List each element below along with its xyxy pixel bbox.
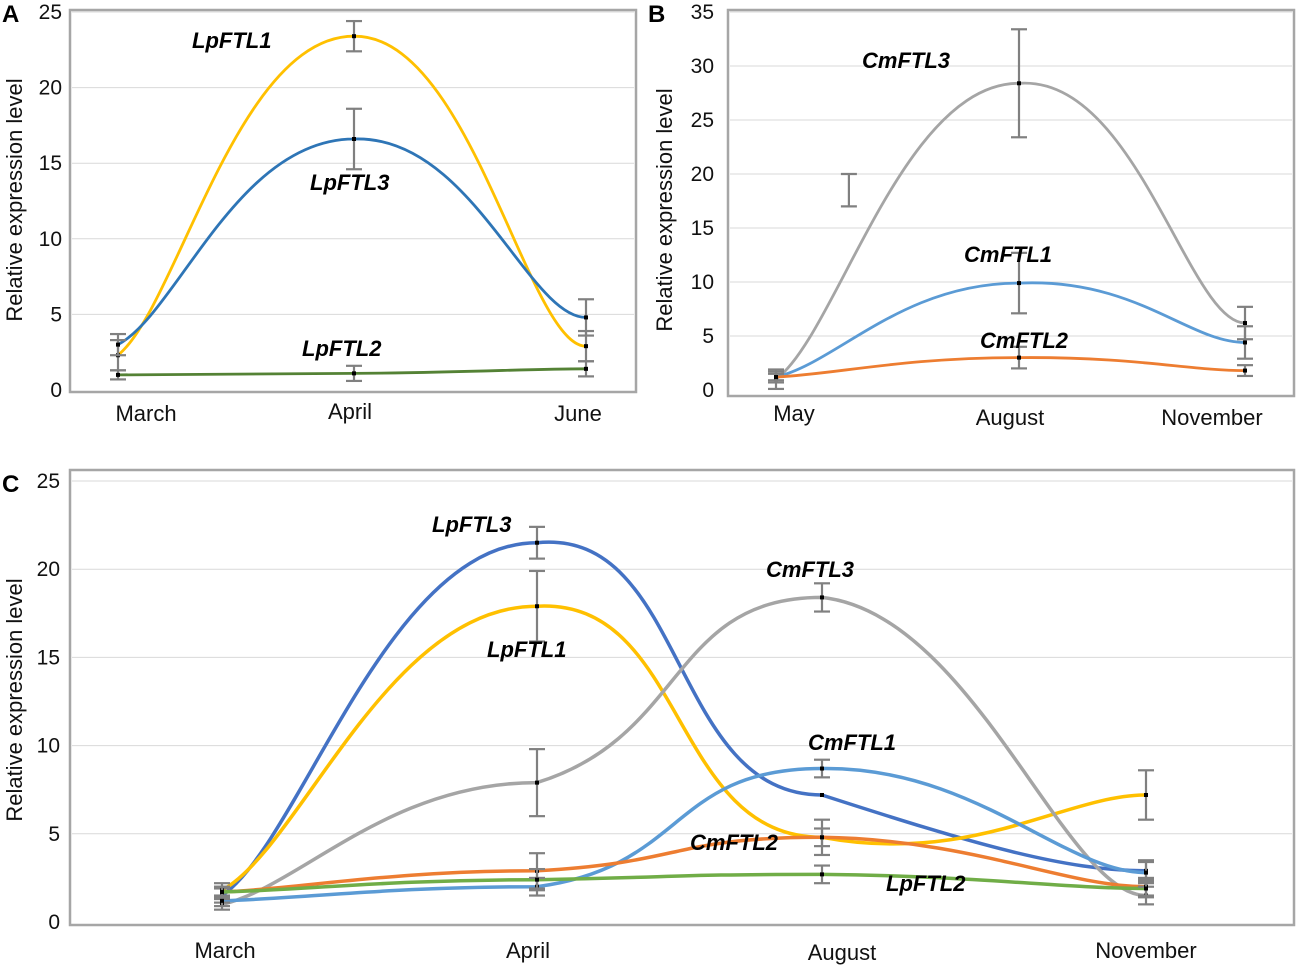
series-label-lpftl3: LpFTL3 [310, 170, 389, 195]
y-tick-label: 25 [37, 470, 60, 493]
series-label-lpftl2: LpFTL2 [302, 336, 382, 361]
y-tick-label: 25 [39, 1, 62, 24]
data-point-lpftl1 [584, 344, 588, 349]
y-tick-label: 15 [37, 646, 60, 669]
data-point-cmftl2 [820, 835, 824, 840]
category-label: May [773, 401, 815, 426]
y-tick-label: 20 [37, 558, 60, 581]
series-line-lpftl2 [220, 872, 1148, 894]
data-point-cmftl2 [774, 375, 778, 380]
y-tick-label: 25 [691, 109, 714, 132]
data-point-cmftl3 [820, 595, 824, 600]
data-point-lpftl1 [352, 34, 356, 39]
series-label-cmftl1: CmFTL1 [964, 242, 1052, 267]
y-tick-label: 15 [39, 152, 62, 175]
series-label-cmftl3: CmFTL3 [766, 557, 854, 582]
plot-frame-b [726, 8, 1296, 398]
y-tick-label: 5 [702, 325, 714, 348]
y-axis-label-b: Relative expression level [652, 88, 677, 331]
category-label: November [1161, 405, 1262, 430]
y-tick-label: 0 [702, 379, 714, 402]
y-tick-label: 20 [39, 77, 62, 100]
category-label: March [194, 938, 255, 963]
y-axis-label-a: Relative expression level [2, 78, 27, 321]
category-label: April [506, 938, 550, 963]
data-point-lpftl3 [535, 540, 539, 545]
panel-label-b: B [648, 1, 665, 28]
plot-frame-c [68, 468, 1296, 927]
data-point-lpftl2 [535, 877, 539, 882]
series-line-lpftl1 [116, 34, 588, 357]
series-line-lpftl3 [220, 540, 1148, 898]
series-line-cmftl2 [774, 356, 1247, 379]
series-line-cmftl2 [220, 835, 1148, 894]
panel-c: C Relative expression level 0 5 10 15 20 25 M… [2, 468, 1296, 965]
panel-label-a: A [2, 1, 19, 28]
data-point-cmftl1 [1243, 340, 1247, 345]
data-point-lpftl2 [1144, 886, 1148, 891]
data-point-lpftl3 [584, 315, 588, 320]
y-axis-label-c: Relative expression level [2, 578, 27, 821]
data-point-lpftl1 [535, 604, 539, 609]
y-tick-label: 30 [691, 55, 714, 78]
y-tick-label: 35 [691, 1, 714, 24]
y-tick-label: 0 [48, 911, 60, 934]
data-point-cmftl2 [1243, 368, 1247, 373]
data-point-lpftl3 [820, 792, 824, 797]
category-label: June [554, 401, 602, 426]
category-label: August [976, 405, 1045, 430]
series-label-cmftl1: CmFTL1 [808, 730, 896, 755]
data-point-cmftl3 [535, 780, 539, 785]
series-label-lpftl1: LpFTL1 [192, 28, 271, 53]
category-label: August [808, 940, 877, 965]
series-label-lpftl3: LpFTL3 [432, 512, 511, 537]
panel-label-c: C [2, 471, 19, 498]
data-point-lpftl2 [220, 890, 224, 895]
data-point-cmftl1 [220, 898, 224, 903]
panel-b: B Relative expression level 0 5 10 15 20 25 30… [648, 1, 1296, 430]
y-tick-label: 0 [50, 379, 62, 402]
data-point-lpftl2 [584, 366, 588, 371]
y-tick-label: 5 [48, 823, 60, 846]
data-point-cmftl3 [1017, 81, 1021, 86]
series-label-cmftl2: CmFTL2 [980, 328, 1069, 353]
y-tick-label: 10 [39, 228, 62, 251]
series-line-cmftl3 [220, 595, 1148, 907]
series-label-lpftl2: LpFTL2 [886, 871, 966, 896]
category-label: March [115, 401, 176, 426]
y-tick-label: 10 [37, 735, 60, 758]
data-point-lpftl3 [116, 342, 120, 347]
series-label-cmftl2: CmFTL2 [690, 830, 779, 855]
panel-a: A Relative expression level 0 5 10 15 20 25 M… [2, 1, 638, 426]
series-label-cmftl3: CmFTL3 [862, 48, 950, 73]
series-label-lpftl1: LpFTL1 [487, 637, 566, 662]
y-tick-label: 5 [50, 303, 62, 326]
data-point-lpftl3 [352, 137, 356, 142]
data-point-cmftl2 [1017, 355, 1021, 360]
series-line-lpftl1 [220, 604, 1148, 892]
category-label: April [328, 399, 372, 424]
category-label: November [1095, 938, 1196, 963]
data-point-cmftl1 [820, 766, 824, 771]
series-line-cmftl1 [220, 766, 1148, 903]
data-point-lpftl2 [820, 872, 824, 877]
data-point-lpftl2 [116, 372, 120, 377]
y-tick-label: 15 [691, 217, 714, 240]
data-point-cmftl3 [1243, 321, 1247, 326]
y-tick-label: 10 [691, 271, 714, 294]
data-point-cmftl1 [1017, 281, 1021, 286]
plot-frame-a [68, 8, 638, 394]
data-point-cmftl1 [1144, 870, 1148, 875]
y-tick-label: 20 [691, 163, 714, 186]
error-bar [840, 172, 857, 208]
data-point-lpftl2 [352, 371, 356, 376]
data-point-lpftl1 [1144, 792, 1148, 797]
